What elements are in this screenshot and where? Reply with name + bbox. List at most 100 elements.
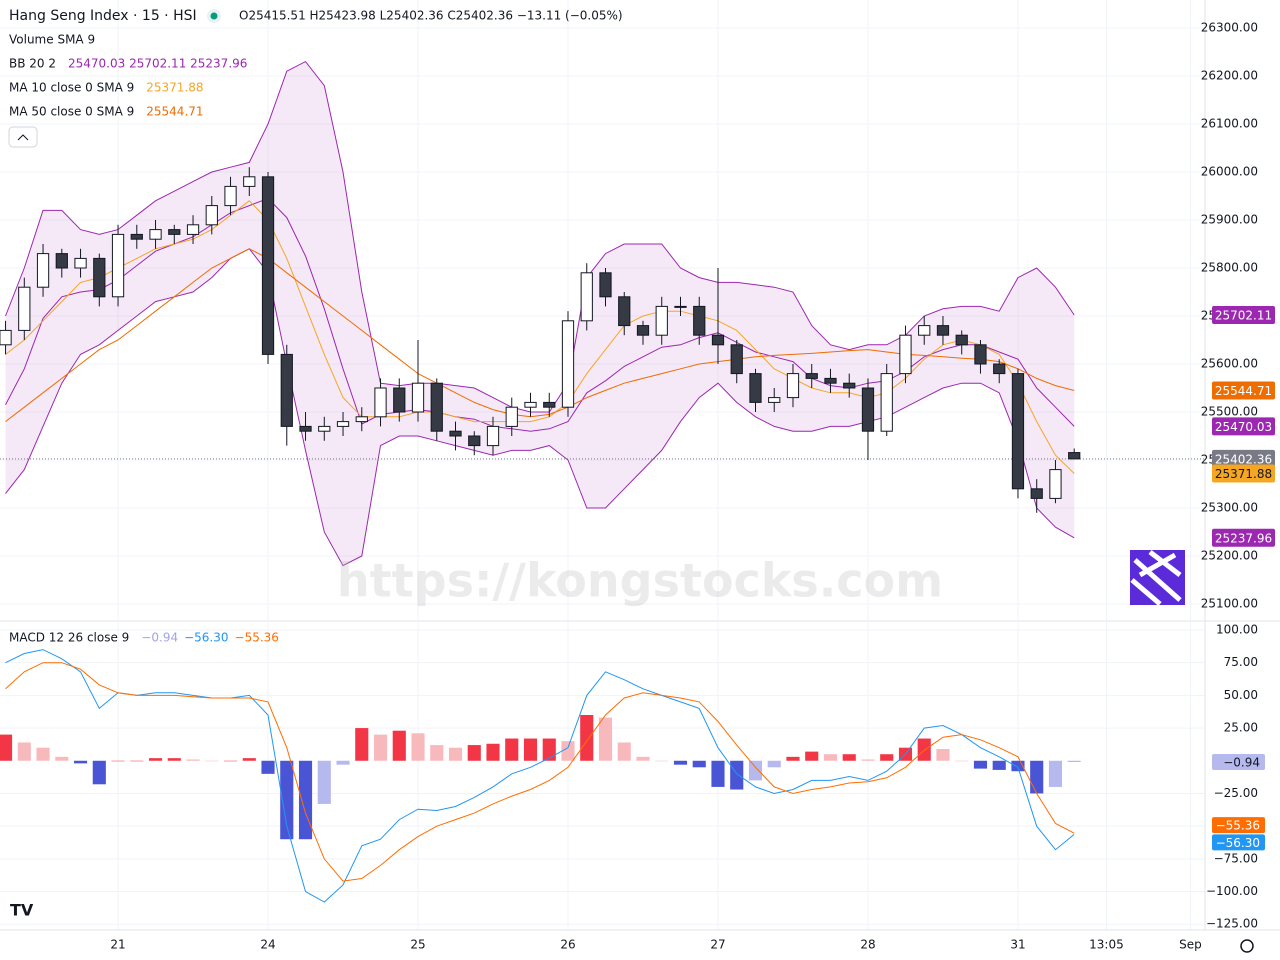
candle-body [993,363,1006,375]
histogram-bar [336,760,350,765]
histogram-bar [55,756,69,761]
bb-basis [5,197,1075,432]
candle-body [224,185,237,207]
candle-body [0,329,12,346]
histogram-bar [186,759,200,761]
histogram-bar [430,745,444,761]
candle-body [243,176,256,187]
histogram-bar [692,760,706,768]
x-tick-label: 25 [410,938,425,952]
y-tick-label: −100.00 [1206,884,1258,898]
bb-lower [5,248,1075,567]
histogram-bar [205,760,219,762]
candle-body [674,305,687,308]
price-tag [1212,528,1275,547]
x-tick-label: 13:05 [1089,938,1124,952]
candle-body [18,286,31,331]
price-tag [1212,417,1275,436]
candle-body [599,272,612,298]
y-tick-label: 26200.00 [1201,68,1258,82]
x-tick-label: 31 [1010,938,1025,952]
candle-body [636,325,650,336]
candle-body [1011,373,1025,490]
candle-body [974,344,987,365]
x-tick-label: Sep [1179,938,1202,952]
histogram-bar [786,756,800,761]
collapse-button[interactable] [8,126,38,148]
histogram-bar [298,760,313,840]
histogram-bar [673,760,688,765]
candle-body [786,373,800,399]
histogram-bar [392,730,406,761]
histogram-bar [373,734,388,761]
histogram-bar [730,760,744,790]
candle-body [1030,488,1043,499]
candle-body [468,435,481,447]
watermark: https://kongstocks.com [337,554,943,608]
histogram-bar [617,742,631,761]
histogram-bar [861,759,875,761]
histogram-bar [542,738,556,761]
bb-upper [5,60,1075,413]
y-tick-label: 25500.00 [1201,405,1258,419]
y-tick-label: 25800.00 [1201,260,1258,274]
macd-line [5,649,1075,903]
candle-body [655,305,668,336]
candle-body [955,334,968,346]
macd-name: MACD 12 26 close 9 [9,631,129,645]
settings-icon[interactable] [1240,939,1254,953]
macd-tag [1212,834,1265,851]
histogram-bar [92,760,106,785]
candle-body [486,425,500,447]
histogram-bar [242,758,256,761]
histogram-bar [261,760,275,774]
candle-body [318,425,331,432]
histogram-bar [1067,760,1081,762]
logo-mark [1130,550,1182,606]
candle-body [618,296,631,327]
histogram-bar [73,760,88,764]
macd-value: −56.30 [184,631,228,645]
y-tick-label: −75.00 [1214,851,1258,865]
candle-body [449,430,462,437]
histogram-bar [505,738,519,761]
candle-body [111,233,125,298]
y-tick-label: 50.00 [1224,688,1258,702]
histogram-bar [448,747,463,761]
macd-value: −0.94 [141,631,178,645]
price-tag-label: 25470.03 [1215,420,1272,434]
histogram-bar [355,728,369,761]
y-tick-label: 75.00 [1224,655,1258,669]
histogram-bar [130,760,144,762]
candle-body [711,334,725,346]
candle-body [824,377,837,384]
price-tag [1212,305,1275,324]
y-tick-label: 26000.00 [1201,164,1258,178]
histogram-bar [823,754,838,761]
candle-body [918,325,931,336]
macd-tag-label: −55.36 [1216,819,1260,833]
moving-average [5,200,1075,474]
candle-body [730,344,743,375]
histogram-bar [655,760,669,762]
collapse-icon [17,134,29,141]
candle-body [561,320,575,408]
candle-body [899,334,912,375]
candle-body [749,373,762,403]
candle-body [768,397,781,403]
axes: 21 24 25 26 27 28 31 13:05 Sep 25100.00 25200.00 25… [110,20,1275,952]
histogram-bar [148,758,163,761]
x-tick-label: 24 [260,938,275,952]
macd-tag [1212,817,1265,834]
candle-body [411,382,425,413]
settings-gear[interactable] [1240,939,1254,953]
histogram-bar [880,754,894,761]
candle-body [93,257,106,298]
candle-body [580,272,593,322]
candle-body [805,373,818,379]
moving-average [5,248,1075,422]
histogram-bar [598,717,613,761]
x-tick-label: 21 [110,938,125,952]
candle-body [430,382,443,432]
